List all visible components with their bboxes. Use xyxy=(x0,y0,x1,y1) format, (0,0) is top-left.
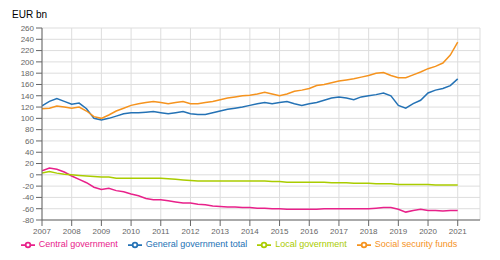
svg-text:2012: 2012 xyxy=(182,227,200,236)
svg-text:2010: 2010 xyxy=(122,227,140,236)
svg-text:2019: 2019 xyxy=(389,227,407,236)
svg-text:2015: 2015 xyxy=(271,227,289,236)
svg-text:2020: 2020 xyxy=(419,227,437,236)
svg-text:2009: 2009 xyxy=(92,227,110,236)
svg-text:2014: 2014 xyxy=(241,227,259,236)
svg-text:180: 180 xyxy=(21,69,35,78)
svg-text:2017: 2017 xyxy=(330,227,348,236)
svg-text:160: 160 xyxy=(21,80,35,89)
svg-text:-40: -40 xyxy=(22,193,34,202)
svg-text:-60: -60 xyxy=(22,205,34,214)
svg-text:80: 80 xyxy=(25,125,34,134)
svg-text:2018: 2018 xyxy=(360,227,378,236)
html-text:Central government: Central government xyxy=(38,239,118,250)
svg-text:-80: -80 xyxy=(22,216,34,225)
html-text:Social security funds: Social security funds xyxy=(374,239,458,250)
svg-text:2007: 2007 xyxy=(33,227,51,236)
svg-text:0: 0 xyxy=(30,171,35,180)
svg-text:100: 100 xyxy=(21,114,35,123)
svg-text:200: 200 xyxy=(21,58,35,67)
svg-text:240: 240 xyxy=(21,35,35,44)
svg-text:2011: 2011 xyxy=(152,227,170,236)
svg-text:-20: -20 xyxy=(22,182,34,191)
html-text:Local government: Local government xyxy=(275,239,347,250)
svg-text:20: 20 xyxy=(25,159,34,168)
svg-text:260: 260 xyxy=(21,24,35,33)
svg-text:120: 120 xyxy=(21,103,35,112)
svg-text:2008: 2008 xyxy=(63,227,81,236)
html-text:General government total: General government total xyxy=(145,239,248,250)
svg-text:60: 60 xyxy=(25,137,34,146)
svg-text:220: 220 xyxy=(21,46,35,55)
html-text:EUR bn: EUR bn xyxy=(12,9,47,20)
svg-text:40: 40 xyxy=(25,148,34,157)
svg-text:2013: 2013 xyxy=(211,227,229,236)
svg-text:2021: 2021 xyxy=(449,227,467,236)
svg-text:140: 140 xyxy=(21,92,35,101)
svg-text:2016: 2016 xyxy=(300,227,318,236)
